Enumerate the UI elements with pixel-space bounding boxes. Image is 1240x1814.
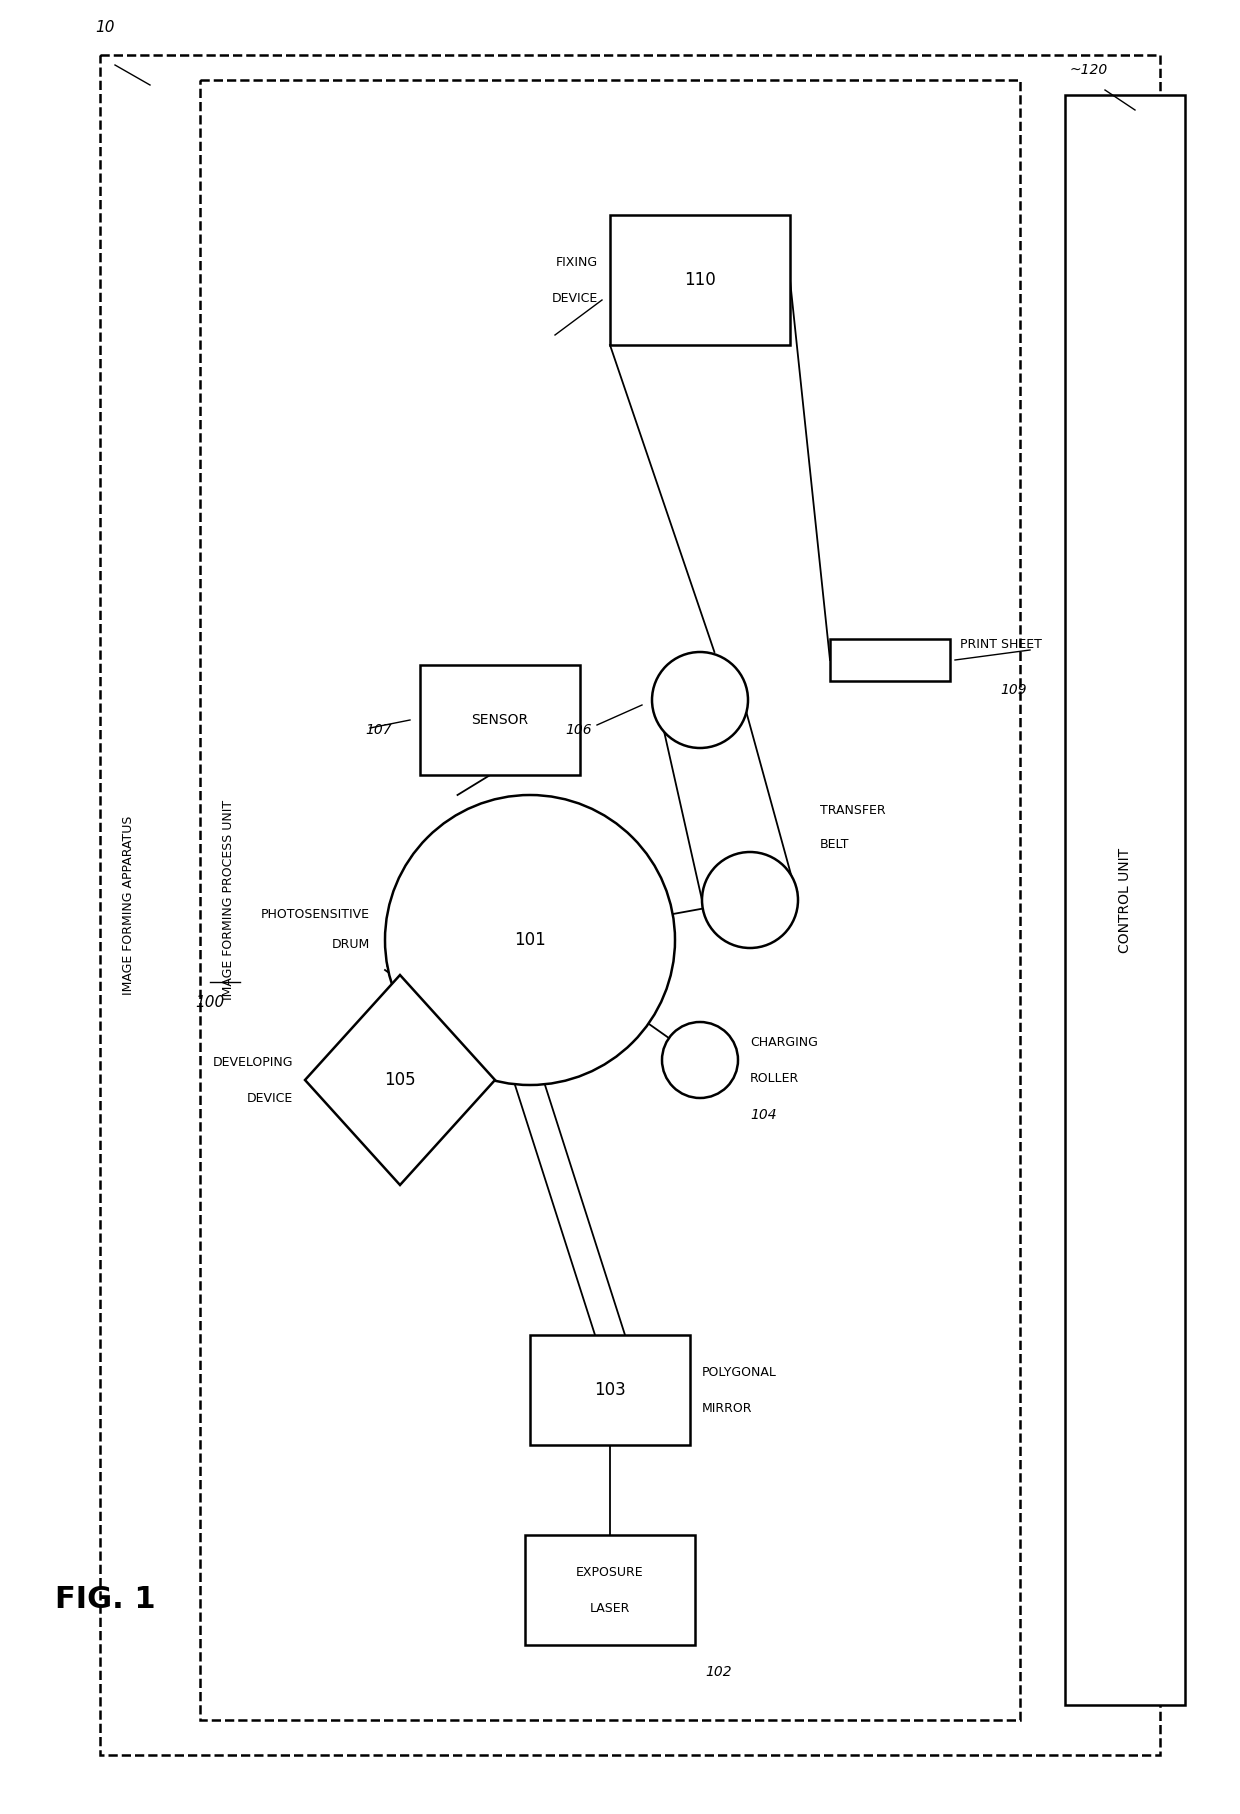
Text: PRINT SHEET: PRINT SHEET bbox=[960, 639, 1042, 651]
Text: DEVICE: DEVICE bbox=[247, 1092, 293, 1105]
Circle shape bbox=[652, 651, 748, 747]
Text: 107: 107 bbox=[365, 724, 392, 736]
Text: 110: 110 bbox=[684, 270, 715, 288]
Text: MIRROR: MIRROR bbox=[702, 1402, 753, 1415]
Text: 100: 100 bbox=[195, 994, 224, 1010]
Text: IMAGE FORMING APPARATUS: IMAGE FORMING APPARATUS bbox=[122, 814, 134, 994]
Text: ~120: ~120 bbox=[1070, 63, 1109, 76]
Text: 10: 10 bbox=[95, 20, 114, 34]
Text: LASER: LASER bbox=[590, 1602, 630, 1614]
Text: CONTROL UNIT: CONTROL UNIT bbox=[1118, 847, 1132, 952]
Text: CHARGING: CHARGING bbox=[750, 1036, 818, 1048]
Text: FIG. 1: FIG. 1 bbox=[55, 1585, 156, 1614]
Text: SENSOR: SENSOR bbox=[471, 713, 528, 727]
Text: FIXING: FIXING bbox=[556, 256, 598, 268]
Bar bbox=[525, 1535, 694, 1645]
Bar bbox=[529, 1335, 689, 1446]
Text: POLYGONAL: POLYGONAL bbox=[702, 1366, 777, 1379]
Text: 101: 101 bbox=[515, 931, 546, 949]
Text: PHOTOSENSITIVE: PHOTOSENSITIVE bbox=[260, 909, 370, 922]
Text: 104: 104 bbox=[750, 1108, 776, 1123]
Text: DEVELOPING: DEVELOPING bbox=[212, 1056, 293, 1068]
Text: DRUM: DRUM bbox=[332, 938, 370, 952]
Text: TRANSFER: TRANSFER bbox=[820, 804, 885, 816]
Text: 103: 103 bbox=[594, 1380, 626, 1399]
Bar bbox=[830, 639, 950, 680]
Circle shape bbox=[662, 1021, 738, 1097]
Text: 102: 102 bbox=[706, 1665, 732, 1680]
Text: DEVICE: DEVICE bbox=[552, 292, 598, 305]
Text: EXPOSURE: EXPOSURE bbox=[577, 1565, 644, 1578]
Bar bbox=[420, 666, 580, 775]
Polygon shape bbox=[305, 974, 495, 1185]
Text: 109: 109 bbox=[999, 684, 1027, 697]
Bar bbox=[100, 54, 1159, 1754]
Text: 105: 105 bbox=[384, 1070, 415, 1088]
Bar bbox=[200, 80, 1021, 1720]
Text: 106: 106 bbox=[565, 724, 591, 736]
Circle shape bbox=[384, 795, 675, 1085]
Text: ROLLER: ROLLER bbox=[750, 1072, 800, 1085]
Bar bbox=[1065, 94, 1185, 1705]
Text: BELT: BELT bbox=[820, 838, 849, 851]
Bar bbox=[610, 216, 790, 345]
Circle shape bbox=[702, 853, 799, 949]
Text: IMAGE FORMING PROCESS UNIT: IMAGE FORMING PROCESS UNIT bbox=[222, 800, 234, 1000]
